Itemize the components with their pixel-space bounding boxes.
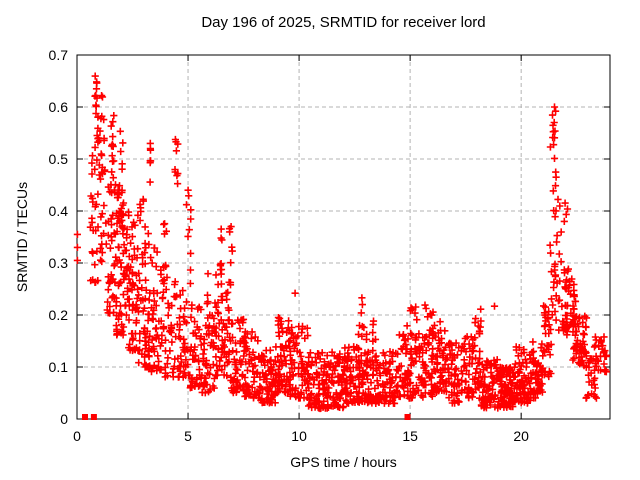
axis-ticks: [76, 54, 610, 420]
baseline-square-marker: [90, 414, 97, 420]
y-tick-label: 0.2: [48, 307, 68, 323]
y-tick-label: 0.5: [48, 151, 68, 167]
scatter-points: [73, 72, 610, 413]
x-tick-label: 0: [73, 428, 81, 444]
y-tick-label: 0.3: [48, 255, 68, 271]
plot-border: [76, 54, 611, 420]
gridlines: [77, 55, 610, 419]
y-tick-label: 0.7: [48, 47, 68, 63]
x-tick-label: 20: [513, 428, 529, 444]
x-axis-label: GPS time / hours: [290, 454, 397, 470]
x-tick-label: 5: [184, 428, 192, 444]
x-tick-label: 15: [402, 428, 418, 444]
y-tick-label: 0: [60, 411, 68, 427]
baseline-square-marker: [404, 414, 411, 420]
y-tick-label: 0.1: [48, 359, 68, 375]
y-tick-label: 0.6: [48, 99, 68, 115]
chart-title: Day 196 of 2025, SRMTID for receiver lor…: [201, 14, 486, 31]
x-tick-label: 10: [291, 428, 307, 444]
y-tick-label: 0.4: [48, 203, 68, 219]
baseline-square-marker: [82, 414, 88, 420]
